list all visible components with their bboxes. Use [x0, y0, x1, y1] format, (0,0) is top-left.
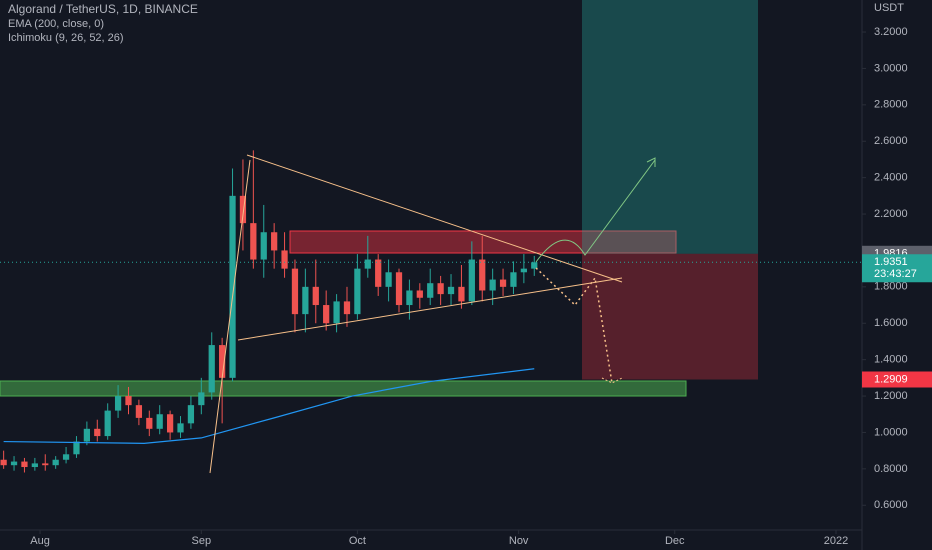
candle-body — [104, 410, 111, 437]
candle-body — [354, 268, 361, 315]
candle-body — [479, 259, 486, 291]
candle-body — [323, 305, 330, 324]
candle-body — [447, 286, 455, 295]
x-tick-label: Dec — [665, 535, 685, 547]
y-tick-label: 2.2000 — [874, 208, 908, 220]
plot-area — [0, 150, 862, 473]
bull-path-arrow — [535, 159, 656, 263]
candle-body — [42, 463, 49, 466]
candle-body — [291, 268, 299, 315]
indicator-label: EMA (200, close, 0) — [8, 18, 104, 30]
trend-line — [209, 159, 251, 474]
candle-body — [385, 272, 392, 287]
candle-body — [114, 396, 122, 411]
y-tick-label: 1.2000 — [874, 390, 908, 402]
y-tick-label: 2.4000 — [874, 172, 908, 184]
arrow-head — [646, 157, 656, 167]
candle-body — [416, 290, 423, 298]
candle-body — [375, 259, 382, 287]
candle-body — [73, 441, 80, 455]
candle-body — [21, 461, 28, 468]
candle-body — [364, 259, 371, 269]
candle-body — [531, 262, 538, 269]
candle-body — [177, 423, 184, 433]
trend-line — [237, 277, 623, 341]
drawings — [209, 154, 656, 474]
candle-body — [83, 428, 90, 442]
candle-body — [343, 301, 351, 315]
candle-body — [146, 417, 153, 429]
candle-body — [458, 286, 465, 302]
candle-body — [260, 232, 267, 260]
price-tag — [862, 371, 932, 388]
candle-body — [198, 392, 205, 406]
price-tag-label: 1.9816 — [874, 248, 908, 260]
y-tick-label: 1.0000 — [874, 426, 908, 438]
candle-body — [31, 463, 38, 468]
candle-body — [156, 414, 163, 429]
indicator-label: Ichimoku (9, 26, 52, 26) — [8, 32, 124, 44]
candle-body — [499, 279, 507, 287]
x-tick-label: 2022 — [824, 535, 848, 547]
x-tick-label: Sep — [192, 535, 212, 547]
y-tick-label: 3.0000 — [874, 62, 908, 74]
candle-body — [281, 250, 288, 269]
candle-body — [52, 459, 59, 466]
candle-body — [135, 405, 143, 418]
y-unit: USDT — [874, 2, 904, 14]
price-tag-label: 1.9351 — [874, 256, 908, 268]
candle-body — [10, 461, 18, 466]
candle-body — [187, 405, 195, 424]
candle-body — [62, 454, 70, 460]
x-tick-label: Oct — [349, 535, 366, 547]
candle-body — [271, 232, 278, 251]
price-axis: 0.6000 0.8000 1.0000 1.2000 1.4000 1.6000 1.80… — [30, 2, 932, 547]
candle-body — [468, 259, 475, 302]
y-tick-label: 1.8000 — [874, 281, 908, 293]
candle-body — [250, 223, 257, 260]
y-tick-label: 2.6000 — [874, 135, 908, 147]
candle-body — [302, 286, 309, 315]
candle-body — [427, 283, 434, 298]
candle-body — [239, 195, 247, 224]
y-tick-label: 2.8000 — [874, 99, 908, 111]
countdown: 23:43:27 — [874, 268, 917, 280]
ema-line — [3, 368, 535, 444]
candle-body — [520, 268, 527, 273]
support-zone — [0, 380, 687, 397]
price-tag-label: 1.2909 — [874, 373, 908, 385]
y-tick-label: 0.8000 — [874, 463, 908, 475]
candle-body — [437, 283, 444, 295]
trend-line — [246, 154, 623, 283]
candle-body — [489, 279, 496, 291]
bear-path-arrow — [535, 267, 613, 384]
chart-title: Algorand / TetherUS, 1D, BINANCE — [8, 2, 198, 16]
candle-body — [312, 286, 319, 306]
stop-zone — [582, 253, 758, 380]
x-tick-label: Nov — [509, 535, 529, 547]
candle-body — [219, 345, 226, 378]
candle-body — [406, 290, 413, 306]
candle-body — [395, 272, 403, 306]
y-tick-label: 1.6000 — [874, 317, 908, 329]
y-tick-label: 3.2000 — [874, 26, 908, 38]
price-tag — [862, 254, 932, 283]
x-tick-label: Aug — [30, 535, 50, 547]
candle-body — [208, 345, 215, 393]
candle-body — [229, 195, 236, 378]
y-tick-label: 0.6000 — [874, 499, 908, 511]
target-zone — [582, 0, 758, 254]
candle-body — [125, 396, 132, 406]
candle-body — [0, 459, 7, 466]
candle-body — [94, 428, 101, 437]
y-tick-label: 1.4000 — [874, 354, 908, 366]
candle-body — [333, 301, 340, 324]
drawings — [0, 0, 758, 397]
candle-body — [510, 272, 517, 287]
candle-body — [166, 414, 174, 433]
